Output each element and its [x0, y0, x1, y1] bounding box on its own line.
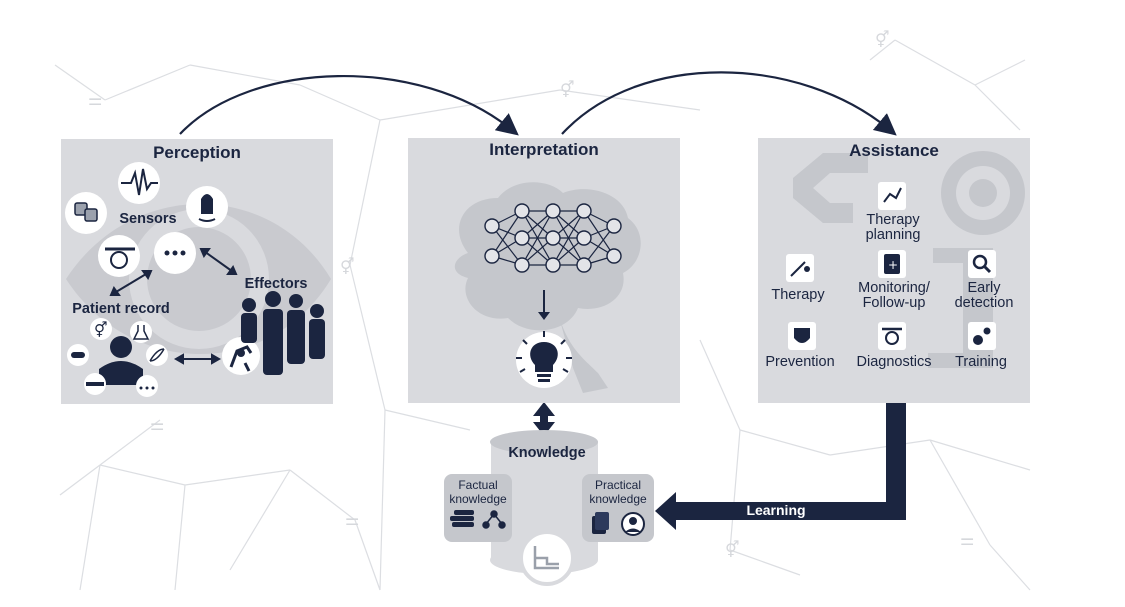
svg-text:⚥: ⚥	[94, 321, 108, 339]
interpretation-title: Interpretation	[489, 140, 599, 159]
search-icon	[968, 250, 996, 278]
interpretation-graphic	[454, 182, 641, 393]
assistance-icons: +	[786, 182, 996, 350]
early-detection-label: Early detection	[954, 280, 1014, 311]
effectors-label: Effectors	[244, 276, 308, 292]
connector-arrows	[109, 248, 238, 365]
pill-icon	[67, 344, 89, 366]
patient-record-label: Patient record	[72, 301, 170, 317]
perception-title: Perception	[153, 143, 241, 162]
dna-icon	[146, 344, 168, 366]
svg-text:⚥: ⚥	[340, 257, 354, 276]
therapy-planning-label: Therapy planning	[865, 212, 921, 243]
medical-staff-icon	[241, 291, 325, 375]
more-icon	[154, 232, 196, 274]
knowledge-database	[444, 430, 654, 586]
svg-text:+: +	[888, 258, 898, 272]
flask-icon	[130, 321, 152, 343]
assistance-title: Assistance	[849, 141, 939, 160]
svg-text:⚌: ⚌	[88, 90, 102, 109]
svg-text:⚥: ⚥	[875, 30, 889, 49]
practical-knowledge-label: Practical knowledge	[589, 478, 647, 506]
endoscope-icon	[98, 235, 140, 277]
sensors-label: Sensors	[119, 211, 177, 227]
learning-label: Learning	[746, 502, 806, 518]
prevention-label: Prevention	[765, 354, 835, 370]
svg-text:⚥: ⚥	[560, 80, 574, 99]
knowledge-exchange-arrow	[533, 402, 555, 436]
doctor-icon	[621, 512, 645, 536]
patient-icon	[99, 336, 143, 385]
interpretation-to-assistance-arrow	[561, 71, 897, 136]
waveform-icon	[118, 162, 160, 204]
cigarette-icon	[84, 373, 106, 395]
factual-knowledge-label: Factual knowledge	[449, 478, 507, 506]
database-icon	[519, 530, 575, 586]
knowledge-title: Knowledge	[508, 445, 586, 461]
therapy-icon	[786, 254, 814, 282]
svg-text:⚌: ⚌	[960, 530, 974, 549]
electrode-icon	[65, 192, 107, 234]
books-icon	[450, 510, 474, 527]
robot-arm-icon	[222, 337, 260, 375]
clipboard-icon	[592, 512, 609, 534]
svg-text:⚌: ⚌	[345, 510, 359, 529]
endoscope-icon	[878, 322, 906, 350]
svg-text:⚥: ⚥	[725, 540, 739, 559]
ultrasound-probe-icon	[186, 186, 228, 228]
diagnostics-label: Diagnostics	[856, 354, 932, 370]
ellipsis-icon	[136, 375, 158, 397]
lightbulb-icon	[516, 331, 572, 388]
therapy-planning-icon	[878, 182, 906, 210]
gender-icon: ⚥	[90, 318, 112, 340]
learning-arrow	[655, 403, 906, 530]
hierarchy-icon	[482, 510, 506, 529]
svg-text:⚌: ⚌	[150, 415, 164, 434]
perception-to-interpretation-arrow	[179, 75, 519, 136]
shield-icon	[788, 322, 816, 350]
gears-icon	[968, 322, 996, 350]
training-label: Training	[955, 354, 1007, 370]
monitoring-label: Monitoring/ Follow-up	[858, 280, 930, 311]
monitoring-icon: +	[878, 250, 906, 278]
perception-icons: ⚥	[65, 162, 325, 397]
therapy-label: Therapy	[771, 287, 825, 303]
